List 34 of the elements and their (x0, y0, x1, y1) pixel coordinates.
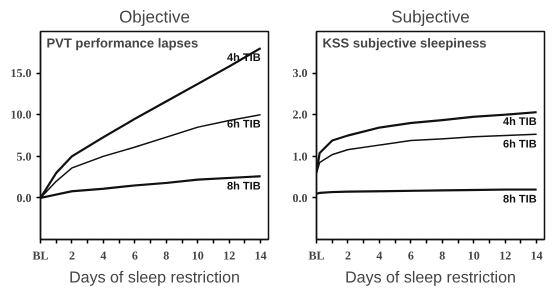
y-tick-label: 2.0 (292, 108, 308, 122)
x-tick-label: 2 (68, 248, 75, 262)
series-label: 6h TIB (503, 138, 537, 150)
chart-subtitle: PVT performance lapses (46, 36, 198, 50)
x-tick-label: BL (32, 248, 49, 262)
series-label: 8h TIB (503, 194, 537, 206)
y-tick-label: 0.0 (292, 190, 308, 205)
x-tick-label: 6 (408, 248, 414, 262)
y-tick-label: 15.0 (10, 66, 32, 80)
x-tick-label: 4 (376, 248, 382, 262)
x-tick-label: 14 (254, 248, 267, 262)
y-tick-label: 1.0 (292, 149, 308, 164)
series-label: 4h TIB (503, 116, 537, 128)
x-tick-label: 4 (100, 248, 106, 262)
x-tick-label: 8 (439, 248, 446, 262)
x-tick-label: 8 (163, 248, 170, 262)
x-tick-label: 10 (468, 248, 480, 262)
series-label: 8h TIB (227, 180, 261, 192)
x-tick-label: 2 (344, 248, 351, 262)
x-tick-label: BL (308, 248, 325, 262)
x-tick-label: 14 (530, 248, 543, 262)
chart-subtitle: KSS subjective sleepiness (322, 36, 487, 50)
y-tick-label: 5.0 (16, 149, 32, 164)
y-tick-label: 10.0 (10, 108, 32, 122)
x-tick-label: 6 (132, 248, 138, 262)
chart-title: Subjective (391, 8, 470, 26)
y-tick-label: 3.0 (292, 66, 308, 80)
x-axis-title: Days of sleep restriction (345, 270, 516, 286)
chart-title: Objective (119, 8, 190, 26)
y-tick-label: 0.0 (16, 190, 32, 205)
x-axis-title: Days of sleep restriction (69, 270, 240, 286)
x-tick-label: 12 (223, 248, 236, 262)
x-tick-label: 10 (192, 248, 204, 262)
x-tick-label: 12 (499, 248, 512, 262)
